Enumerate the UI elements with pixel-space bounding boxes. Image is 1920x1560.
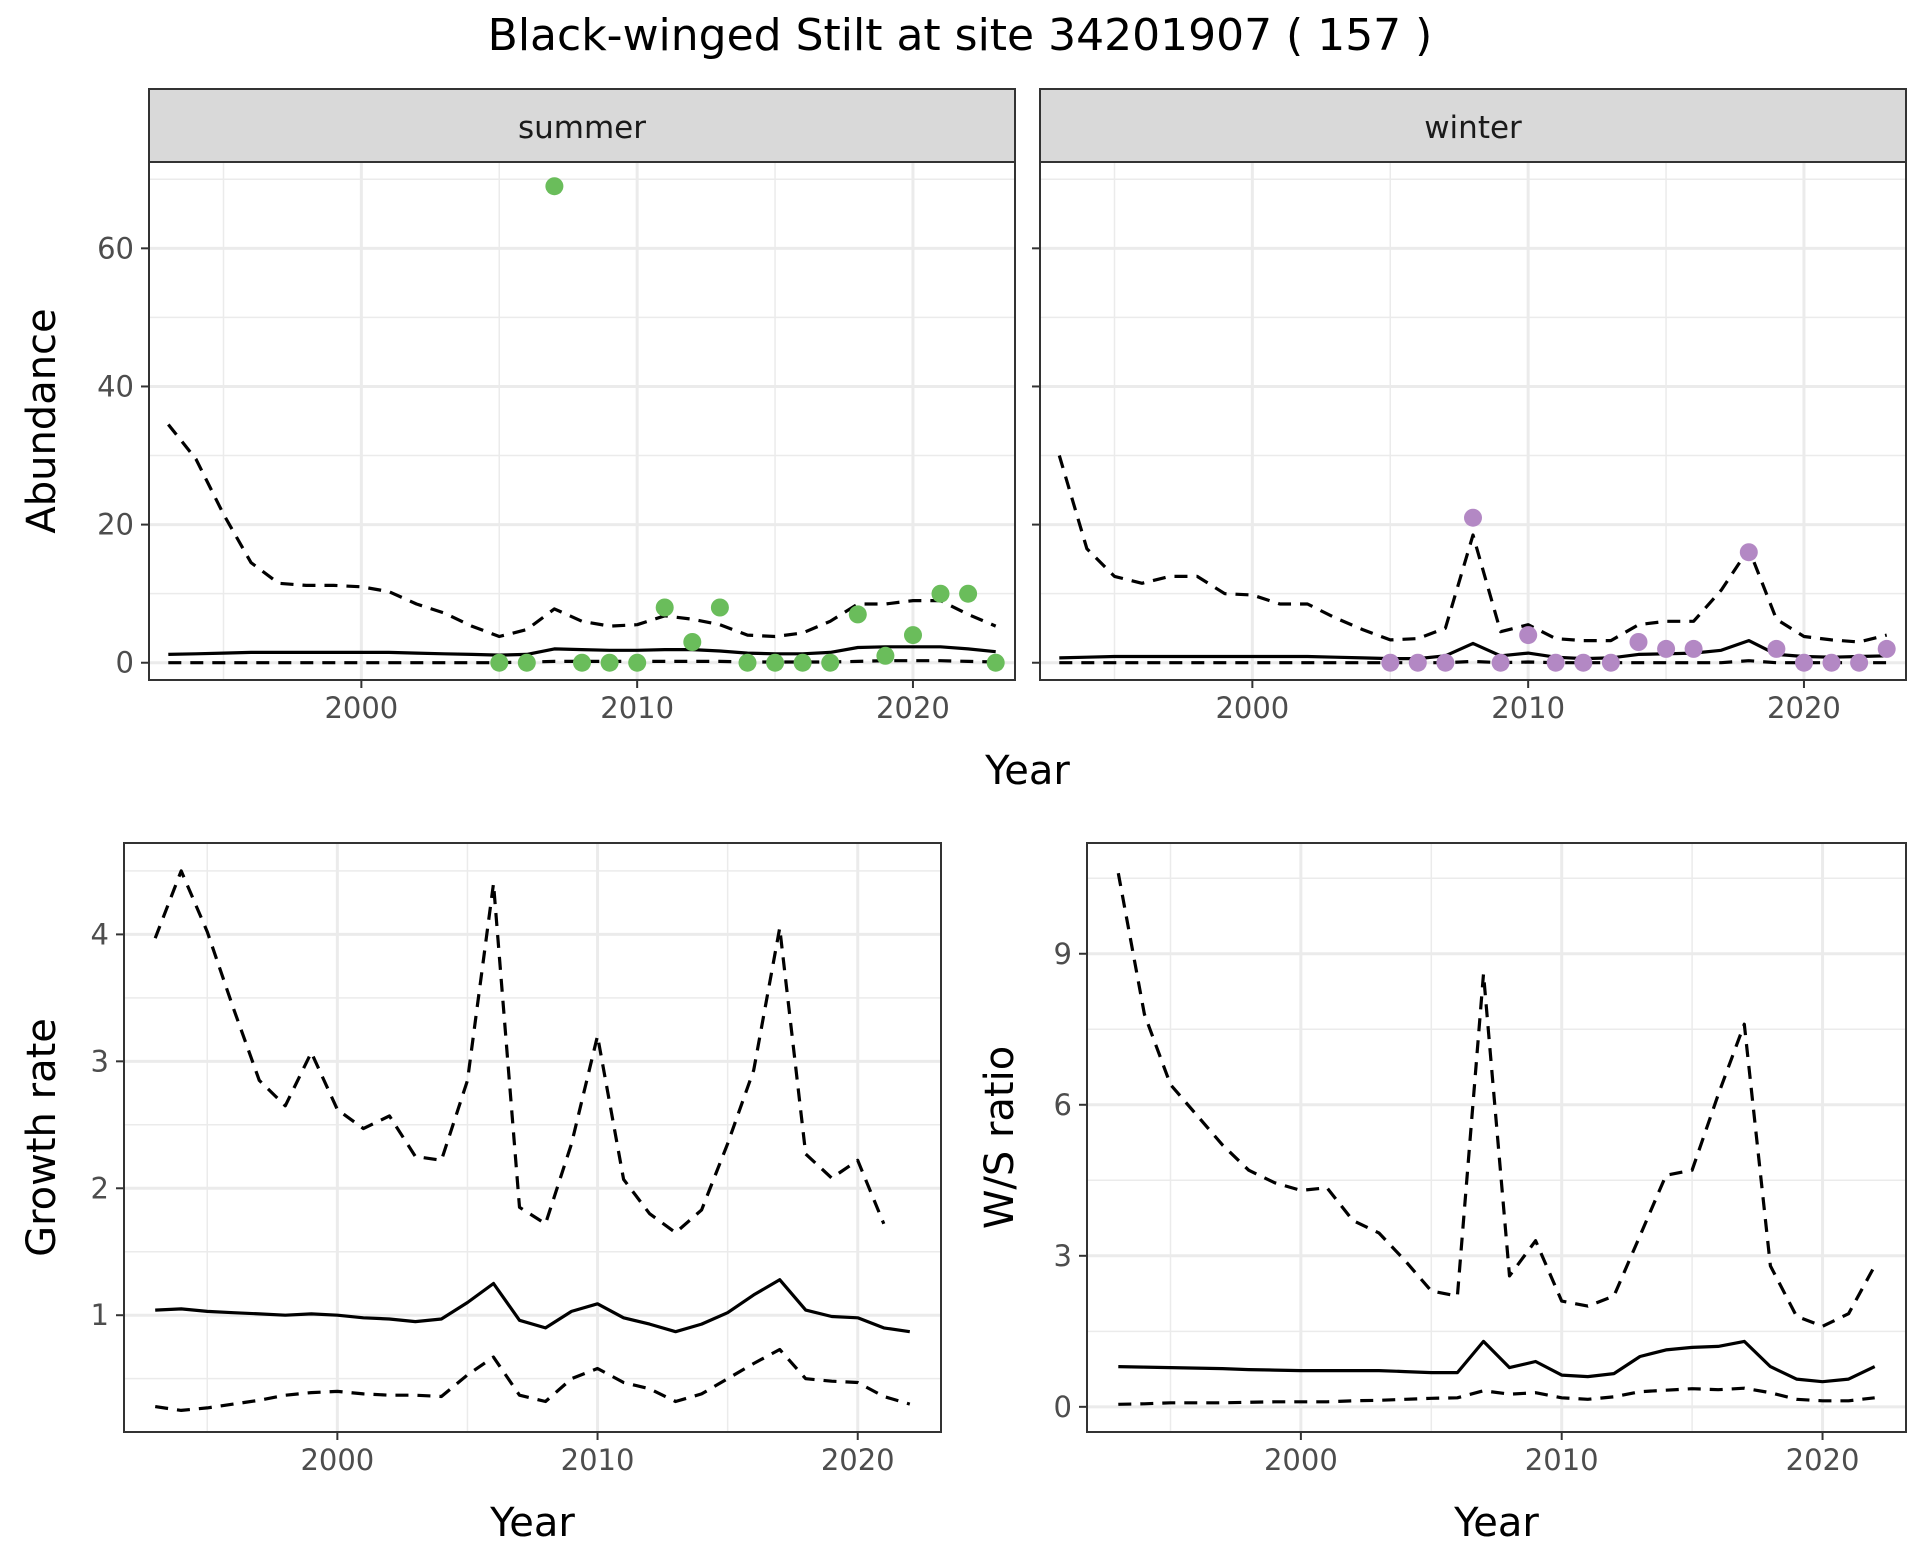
x-tick-label: 2010 [1491,691,1565,725]
panel-background [1040,162,1906,680]
data-point [1464,508,1482,527]
data-point [1850,653,1869,672]
data-point [1436,653,1455,672]
data-point [793,653,812,672]
series-upper-line [153,869,886,1235]
panel-background [149,162,1015,680]
x-tick-label: 2010 [600,691,674,725]
data-point [876,646,895,665]
series-upper-line [1116,872,1877,1328]
data-point [1574,653,1593,672]
data-point [1629,633,1648,651]
x-tick-label: 2000 [1215,691,1289,725]
facet-strip-label: winter [1424,110,1522,146]
data-point [545,177,564,196]
growth-rate-chart: 2000 2010 2020 1 2 3 4 Year Growth rate [19,842,942,1546]
data-point [1381,653,1400,672]
x-tick-label: 2000 [324,691,398,725]
y-axis-title: W/S ratio [977,1046,1023,1229]
data-point [490,653,509,672]
abundance-chart: summer 2000 2010 2020 0 20 40 60 winter 2000 2010 2… [19,88,1907,794]
facet-strip [1039,88,1907,163]
data-point [710,598,729,617]
data-point [1684,639,1703,658]
y-tick-label: 40 [97,369,134,403]
data-point [573,653,591,672]
panel-border [1086,842,1907,1433]
data-point [1657,639,1676,658]
panel-border [148,161,1016,681]
series-mean-line [1118,1339,1876,1384]
x-tick-label: 2020 [1767,691,1841,725]
x-axis-title: Year [1453,1500,1539,1546]
series-mean-line [1059,639,1887,661]
x-axis-title: Year [984,748,1070,794]
x-tick-label: 2000 [1264,1443,1338,1477]
y-tick-label: 6 [1054,1088,1072,1122]
series-lower-line [1059,659,1887,665]
facet-summer: summer 2000 2010 2020 0 20 40 60 [97,88,1016,725]
data-point [848,605,867,624]
x-tick-label: 2000 [300,1443,374,1477]
y-tick-label: 0 [1054,1390,1072,1424]
data-point [1601,653,1620,672]
data-point [738,653,757,672]
y-tick-label: 3 [1054,1239,1072,1273]
x-tick-label: 2020 [1786,1443,1860,1477]
data-point [1877,639,1896,658]
data-point [600,653,619,672]
y-tick-label: 4 [91,917,109,951]
x-tick-label: 2020 [876,691,950,725]
series-upper-line [167,423,997,639]
facet-winter: winter 2000 2010 2020 [1032,88,1907,725]
y-axis-title: Growth rate [19,1018,65,1257]
data-point [1546,653,1565,672]
data-point [1822,653,1841,672]
y-tick-label: 20 [97,508,134,542]
data-point [1795,653,1813,672]
y-tick-label: 1 [91,1298,109,1332]
data-point [986,653,1005,672]
data-point [517,653,536,672]
data-point [628,653,647,672]
data-point [683,633,702,651]
ws-ratio-chart: 2000 2010 2020 0 3 6 9 Year W/S ratio [977,842,1907,1546]
x-tick-label: 2010 [561,1443,635,1477]
data-point [904,626,922,645]
data-point [1408,653,1427,672]
data-point [1491,653,1510,672]
y-tick-label: 9 [1054,937,1072,971]
y-axis-title: Abundance [19,308,65,533]
data-point [655,598,674,617]
facet-strip-label: summer [518,110,646,146]
y-tick-label: 60 [97,231,134,265]
y-tick-label: 2 [91,1171,109,1205]
data-point [931,584,950,603]
data-point [959,584,978,603]
data-point [1519,626,1538,645]
series-mean-line [168,645,996,657]
data-point [1739,543,1758,562]
panel-background [124,843,941,1432]
x-tick-label: 2010 [1525,1443,1599,1477]
series-mean-line [155,1278,911,1334]
series-lower-line [168,659,996,665]
y-tick-label: 3 [91,1044,109,1078]
data-point [766,653,785,672]
x-tick-label: 2020 [821,1443,895,1477]
figure-title: Black-winged Stilt at site 34201907 ( 15… [488,10,1433,61]
panel-border [123,842,942,1433]
series-lower-line [1118,1386,1875,1406]
data-point [1767,639,1786,658]
y-tick-label: 0 [116,646,134,680]
data-point [821,653,840,672]
panel-border [1039,161,1907,681]
facet-strip [148,88,1016,163]
x-axis-title: Year [489,1500,575,1546]
